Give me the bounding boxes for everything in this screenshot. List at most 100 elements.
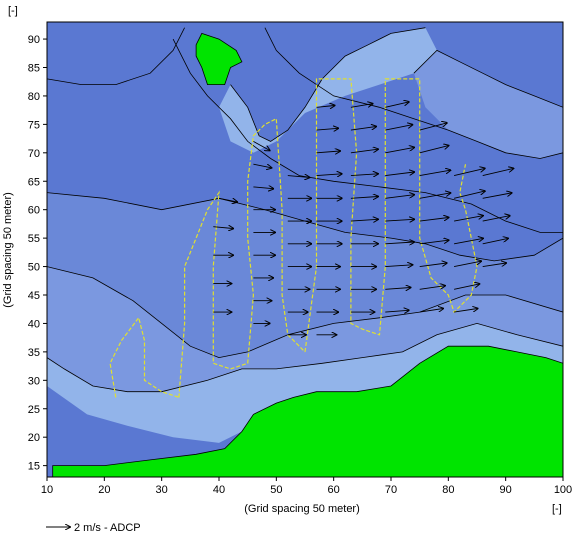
x-tick-label: 20	[98, 484, 110, 496]
contour-line	[47, 322, 563, 393]
velocity-vector	[454, 238, 483, 245]
velocity-vector	[419, 286, 445, 290]
x-tick-label: 10	[41, 484, 53, 496]
region-nearshore-zone	[47, 323, 563, 443]
velocity-vector	[419, 240, 449, 245]
velocity-vector	[385, 242, 414, 244]
velocity-vector	[454, 284, 479, 290]
velocity-vector	[385, 310, 408, 312]
velocity-vector	[453, 168, 485, 177]
legend: 2 m/s - ADCP	[46, 522, 141, 534]
legend-label: 2 m/s - ADCP	[74, 522, 141, 534]
velocity-vector	[453, 191, 485, 199]
velocity-vector	[350, 149, 378, 154]
velocity-vector	[350, 127, 376, 131]
velocity-vector	[482, 193, 512, 199]
x-tick-label: 40	[213, 484, 225, 496]
adcp-track	[304, 78, 478, 352]
velocity-vector	[482, 238, 508, 245]
y-tick-label: 70	[28, 148, 40, 160]
contour-line	[413, 49, 563, 108]
contour-line	[47, 192, 563, 262]
velocity-vector	[482, 168, 514, 177]
velocity-vector	[213, 227, 233, 229]
velocity-vector	[316, 151, 340, 153]
y-tick-label: 20	[28, 432, 40, 444]
contour-line	[47, 27, 185, 85]
velocity-vector	[482, 263, 506, 268]
x-tick-label: 60	[328, 484, 340, 496]
contour-line	[230, 27, 426, 142]
x-tick-label: 50	[270, 484, 282, 496]
contour-line	[47, 266, 563, 359]
region-shallow-zone	[47, 266, 563, 392]
velocity-vector	[419, 263, 447, 268]
x-tick-label: 70	[385, 484, 397, 496]
track-layer	[109, 78, 478, 398]
velocity-vector	[350, 174, 378, 176]
velocity-vector	[385, 172, 414, 177]
velocity-vector	[482, 216, 510, 222]
contour-layer	[47, 27, 563, 393]
y-tick-label: 50	[28, 262, 40, 274]
y-tick-label: 65	[28, 176, 40, 188]
y-axis-ticks: 15 20 25 30 35 40 45 50 55 60 65 70 75 80 85 90	[28, 34, 47, 473]
y-tick-label: 35	[28, 347, 40, 359]
plot-frame	[46, 21, 564, 478]
velocity-vector	[454, 216, 483, 222]
land-north-island	[195, 32, 243, 85]
y-tick-label: 30	[28, 375, 40, 387]
velocity-vector	[316, 106, 335, 108]
y-tick-label: 90	[28, 34, 40, 46]
vector-layer	[213, 102, 513, 335]
x-tick-label: 30	[156, 484, 168, 496]
y-tick-label: 85	[28, 63, 40, 75]
velocity-vector	[350, 104, 373, 108]
velocity-vector	[385, 147, 414, 154]
velocity-vector	[253, 141, 269, 150]
x-axis-label: (Grid spacing 50 meter)	[244, 503, 360, 515]
velocity-vector	[419, 123, 447, 131]
y-tick-label: 15	[28, 461, 40, 473]
velocity-vector	[218, 197, 237, 202]
y-tick-label: 80	[28, 91, 40, 103]
velocity-vector	[385, 265, 412, 267]
y-tick-label: 40	[28, 318, 40, 330]
velocity-vector	[454, 261, 481, 268]
velocity-vector	[419, 218, 449, 222]
x-tick-label: 90	[500, 484, 512, 496]
x-axis-ticks: 10 20 30 40 50 60 70 80 90 100	[41, 477, 572, 496]
velocity-vector	[253, 187, 273, 189]
velocity-vector	[385, 102, 408, 108]
velocity-vector	[350, 197, 378, 199]
land-south-shore	[52, 345, 563, 477]
regions-layer	[47, 27, 563, 443]
velocity-vector	[350, 219, 378, 221]
region-channel-zone	[219, 27, 437, 153]
velocity-vector	[419, 193, 451, 199]
velocity-vector	[385, 125, 412, 131]
adcp-track	[178, 117, 306, 398]
land-layer	[52, 32, 563, 477]
velocity-vector	[385, 288, 410, 290]
velocity-vector	[419, 170, 451, 177]
x-tick-label: 80	[442, 484, 454, 496]
y-tick-label: 60	[28, 205, 40, 217]
y-unit-label: [-]	[8, 5, 18, 17]
plot-area	[47, 22, 563, 477]
x-unit-label: [-]	[552, 503, 562, 515]
velocity-vector	[385, 195, 414, 199]
velocity-vector	[287, 176, 310, 178]
velocity-vector	[253, 163, 271, 168]
y-tick-label: 55	[28, 233, 40, 245]
velocity-vector	[454, 309, 477, 313]
x-tick-label: 100	[554, 484, 572, 496]
adcp-track	[109, 316, 180, 398]
velocity-vector	[419, 146, 449, 154]
region-east-shallow	[413, 50, 563, 159]
velocity-vector	[316, 174, 342, 176]
y-tick-label: 75	[28, 119, 40, 131]
y-axis-label: (Grid spacing 50 meter)	[2, 192, 14, 308]
y-tick-label: 45	[28, 290, 40, 302]
